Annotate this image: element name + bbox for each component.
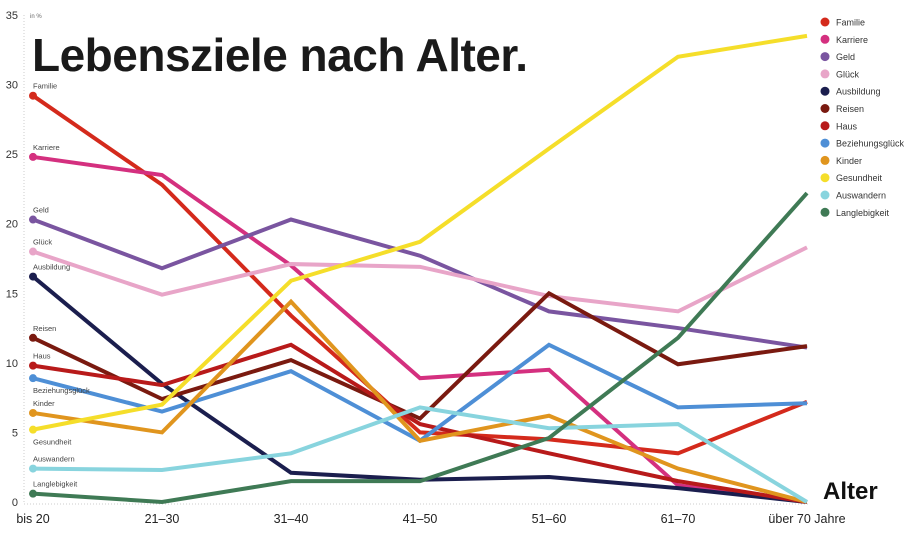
series-start-point — [29, 425, 37, 434]
series-label: Ausbildung — [33, 263, 70, 272]
series-start-point — [29, 489, 37, 498]
y-axis-unit: in % — [30, 14, 42, 20]
series-label: Auswandern — [33, 455, 75, 464]
x-tick-label: über 70 Jahre — [768, 512, 845, 526]
series-start-point — [29, 272, 37, 281]
legend-label: Beziehungsglück — [836, 139, 905, 149]
series-line-reisen — [32, 290, 808, 421]
series-start-point — [29, 464, 37, 473]
legend-marker — [820, 207, 830, 217]
legend-label: Reisen — [836, 104, 864, 114]
legend-label: Haus — [836, 121, 858, 131]
legend-marker — [820, 173, 830, 183]
legend-marker — [820, 52, 830, 62]
series-start-point — [29, 215, 37, 224]
legend-label: Gesundheit — [836, 173, 883, 183]
series-line-haus — [32, 342, 808, 504]
series-start-point — [29, 361, 37, 370]
series-label: Gesundheit — [33, 438, 72, 447]
legend-label: Glück — [836, 69, 860, 79]
y-tick-label: 20 — [6, 219, 18, 231]
y-tick-label: 15 — [6, 288, 18, 300]
legend-marker — [820, 121, 830, 131]
x-tick-label: 51–60 — [532, 512, 567, 526]
legend-label: Familie — [836, 18, 865, 28]
y-tick-label: 5 — [12, 427, 18, 439]
series-label: Reisen — [33, 324, 56, 333]
x-tick-label: bis 20 — [16, 512, 49, 526]
y-tick-label: 10 — [6, 358, 18, 370]
series-line-karriere — [32, 154, 808, 504]
legend-marker — [820, 155, 830, 165]
series-label: Langlebigkeit — [33, 480, 78, 489]
y-tick-label: 35 — [6, 10, 18, 22]
legend-label: Ausbildung — [836, 87, 881, 97]
series-line-glück — [32, 245, 808, 314]
legend-label: Kinder — [836, 156, 862, 166]
series-label: Karriere — [33, 143, 60, 152]
series-start-point — [29, 247, 37, 256]
series-start-point — [29, 408, 37, 417]
y-tick-label: 0 — [12, 497, 18, 509]
legend-marker — [820, 190, 830, 200]
series-line-kinder — [32, 298, 808, 504]
legend-marker — [820, 138, 830, 148]
series-start-point — [29, 333, 37, 342]
legend-label: Geld — [836, 52, 855, 62]
series-label: Haus — [33, 352, 51, 361]
series-start-point — [29, 91, 37, 100]
y-tick-label: 25 — [6, 149, 18, 161]
legend-marker — [820, 86, 830, 96]
y-tick-label: 30 — [6, 80, 18, 92]
x-axis-label: Alter — [823, 478, 878, 505]
series-line-gesundheit — [32, 33, 808, 432]
x-tick-label: 61–70 — [661, 512, 696, 526]
legend-label: Langlebigkeit — [836, 208, 890, 218]
series-label: Beziehungsglück — [33, 386, 90, 395]
x-tick-label: 31–40 — [274, 512, 309, 526]
series-label: Kinder — [33, 399, 55, 408]
series-line-geld — [32, 217, 808, 350]
legend-marker — [820, 104, 830, 113]
series-label: Familie — [33, 82, 57, 91]
chart-title: Lebensziele nach Alter. — [32, 29, 528, 81]
legend-label: Karriere — [836, 35, 868, 45]
series-label: Glück — [33, 238, 52, 247]
x-tick-label: 21–30 — [145, 512, 180, 526]
legend-marker — [820, 69, 830, 79]
series-label: Geld — [33, 206, 49, 215]
series-start-point — [29, 152, 37, 161]
series-start-point — [29, 374, 37, 383]
series-line-familie — [31, 94, 808, 456]
legend-marker — [820, 17, 830, 27]
series-line-langlebigkeit — [32, 191, 809, 505]
legend-marker — [820, 34, 830, 44]
legend-label: Auswandern — [836, 191, 886, 201]
x-tick-label: 41–50 — [403, 512, 438, 526]
series-line-auswandern — [32, 405, 809, 504]
